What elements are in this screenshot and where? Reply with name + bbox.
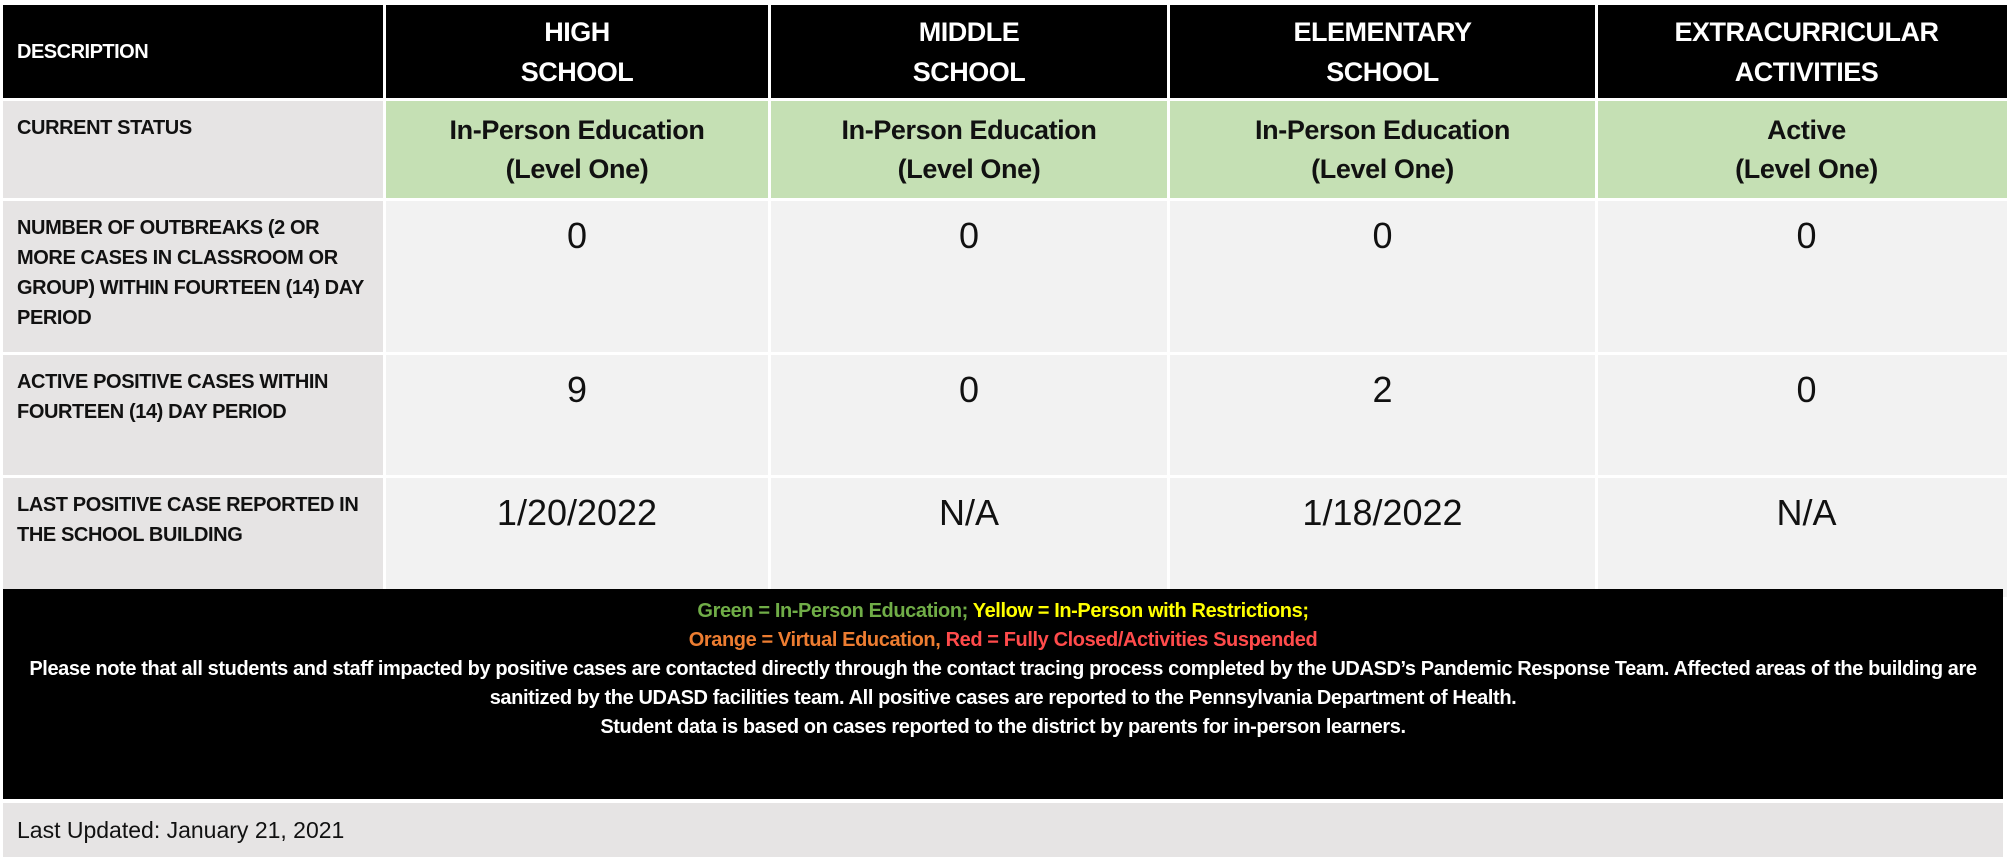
outbreaks-value: 0 — [1598, 201, 2007, 352]
outbreaks-value: 0 — [771, 201, 1167, 352]
status-level: (Level One) — [897, 154, 1041, 184]
legend-green: Green = In-Person Education; — [697, 600, 968, 622]
header-line: ACTIVITIES — [1734, 56, 1879, 87]
legend-yellow: Yellow = In-Person with Restrictions; — [972, 600, 1309, 622]
status-level: (Level One) — [1735, 154, 1878, 184]
legend-line-2: Orange = Virtual Education, Red = Fully … — [3, 626, 2003, 655]
row-label-outbreaks: NUMBER OF OUTBREAKS (2 OR MORE CASES IN … — [3, 201, 383, 352]
status-cell: In-Person Education (Level One) — [386, 101, 768, 198]
active-cases-value: 0 — [1598, 355, 2007, 475]
header-middle-school: MIDDLE SCHOOL — [771, 5, 1167, 98]
header-line: SCHOOL — [520, 56, 634, 87]
legend-red: Red = Fully Closed/Activities Suspended — [945, 629, 1318, 651]
status-text: In-Person Education — [449, 115, 705, 145]
last-case-value: N/A — [771, 478, 1167, 597]
note-contact-tracing: Please note that all students and staff … — [29, 658, 1977, 709]
status-level: (Level One) — [505, 154, 649, 184]
legend-notes-panel: Green = In-Person Education; Yellow = In… — [3, 589, 2003, 799]
status-text: In-Person Education — [841, 115, 1097, 145]
header-line: SCHOOL — [1326, 56, 1439, 87]
last-case-value: N/A — [1598, 478, 2007, 597]
note-student-data: Student data is based on cases reported … — [600, 716, 1406, 738]
header-line: EXTRACURRICULAR — [1674, 16, 1940, 47]
row-label-current-status: CURRENT STATUS — [3, 101, 383, 198]
outbreaks-value: 0 — [386, 201, 768, 352]
status-level: (Level One) — [1311, 154, 1454, 184]
last-updated: Last Updated: January 21, 2021 — [3, 803, 2003, 857]
header-high-school: HIGH SCHOOL — [386, 5, 768, 98]
status-cell: In-Person Education (Level One) — [771, 101, 1167, 198]
status-cell: In-Person Education (Level One) — [1170, 101, 1595, 198]
legend-line-1: Green = In-Person Education; Yellow = In… — [3, 597, 2003, 626]
last-case-value: 1/20/2022 — [386, 478, 768, 597]
status-text: In-Person Education — [1255, 115, 1510, 145]
header-line: SCHOOL — [912, 56, 1026, 87]
header-line: MIDDLE — [918, 16, 1020, 47]
header-description: DESCRIPTION — [3, 5, 383, 98]
header-line: HIGH — [544, 16, 610, 47]
header-extracurricular: EXTRACURRICULAR ACTIVITIES — [1598, 5, 2007, 98]
status-cell: Active (Level One) — [1598, 101, 2007, 198]
row-label-last-case: LAST POSITIVE CASE REPORTED IN THE SCHOO… — [3, 478, 383, 597]
active-cases-value: 9 — [386, 355, 768, 475]
status-table: DESCRIPTION HIGH SCHOOL MIDDLE SCHOOL ELEM… — [3, 5, 2007, 597]
last-case-value: 1/18/2022 — [1170, 478, 1595, 597]
active-cases-value: 2 — [1170, 355, 1595, 475]
header-elementary-school: ELEMENTARY SCHOOL — [1170, 5, 1595, 98]
status-text: Active — [1767, 115, 1846, 145]
header-line: ELEMENTARY — [1293, 16, 1472, 47]
row-label-active-cases: ACTIVE POSITIVE CASES WITHIN FOURTEEN (1… — [3, 355, 383, 475]
legend-orange: Orange = Virtual Education, — [688, 629, 941, 651]
outbreaks-value: 0 — [1170, 201, 1595, 352]
active-cases-value: 0 — [771, 355, 1167, 475]
